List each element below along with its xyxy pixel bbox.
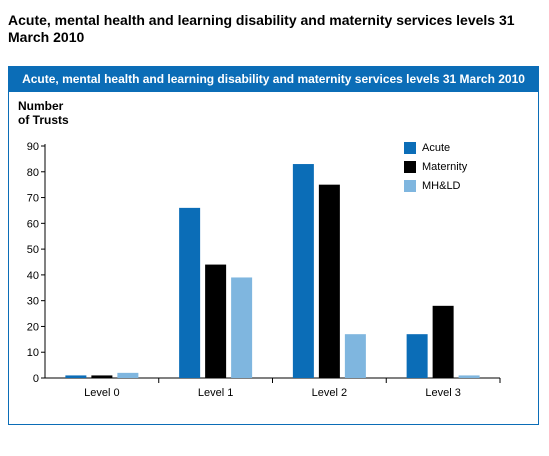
legend-label: MH&LD <box>422 180 461 192</box>
y-tick-label: 20 <box>27 321 39 333</box>
legend-item: MH&LD <box>404 177 467 195</box>
bar-level-2-mhld <box>344 334 366 378</box>
y-tick-label: 70 <box>27 193 39 205</box>
bar-level-1-maternity <box>205 264 227 378</box>
y-tick-label: 10 <box>27 347 39 359</box>
legend-swatch <box>404 142 416 154</box>
y-tick-label: 60 <box>27 218 39 230</box>
bar-level-1-mhld <box>231 277 253 378</box>
x-tick-label: Level 1 <box>198 387 233 399</box>
x-tick-label: Level 3 <box>425 387 460 399</box>
legend-label: Maternity <box>422 161 468 173</box>
bar-level-0-mhld <box>117 372 139 378</box>
bar-level-0-maternity <box>91 375 113 378</box>
y-axis-label: Number of Trusts <box>18 99 69 127</box>
bar-level-3-maternity <box>432 305 454 378</box>
bar-level-3-mhld <box>458 375 480 378</box>
y-tick-label: 0 <box>33 373 39 385</box>
y-axis-label-line2: of Trusts <box>18 113 69 127</box>
legend-item: Acute <box>404 139 467 157</box>
x-tick-label: Level 2 <box>312 387 347 399</box>
y-tick-label: 80 <box>27 167 39 179</box>
y-tick-label: 40 <box>27 270 39 282</box>
bar-level-2-acute <box>292 164 314 378</box>
legend-label: Acute <box>422 142 451 154</box>
x-tick-label: Level 0 <box>84 387 119 399</box>
page-heading: Acute, mental health and learning disabi… <box>8 12 515 45</box>
bar-chart: 0 10 20 30 40 50 60 70 80 90 Level 0 Level 1 Level 2… <box>27 141 501 399</box>
bar-level-3-acute <box>406 334 428 378</box>
y-tick-label: 50 <box>27 244 39 256</box>
y-tick-label: 90 <box>27 141 39 153</box>
legend-swatch <box>404 161 416 173</box>
legend-item: Maternity <box>404 158 467 176</box>
chart-legend: Acute Maternity MH&LD <box>404 139 467 196</box>
chart-frame: Acute, mental health and learning disabi… <box>8 66 539 425</box>
bar-level-0-acute <box>65 375 87 378</box>
bar-level-2-maternity <box>318 184 340 378</box>
bar-level-1-acute <box>179 207 201 378</box>
y-axis-label-line1: Number <box>18 99 64 113</box>
y-tick-label: 30 <box>27 296 39 308</box>
legend-swatch <box>404 180 416 192</box>
chart-title-banner: Acute, mental health and learning disabi… <box>9 67 538 92</box>
